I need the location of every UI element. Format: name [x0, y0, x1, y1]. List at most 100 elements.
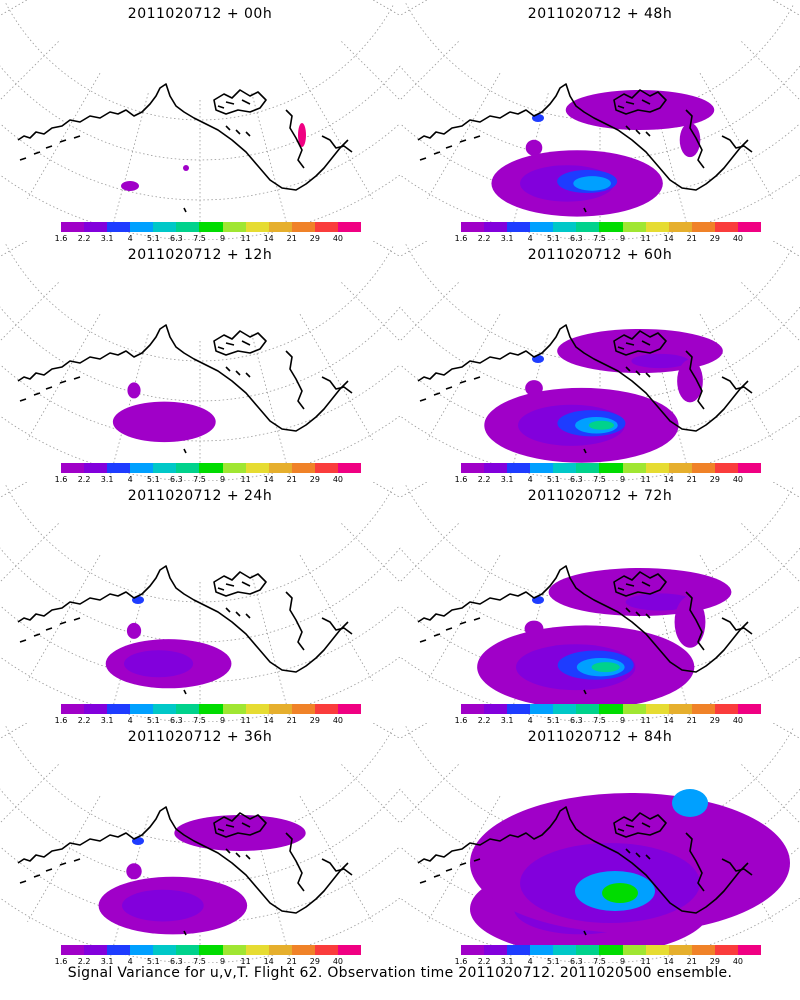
colorbar-swatch [484, 463, 508, 473]
colorbar-label: 3.1 [500, 234, 514, 243]
colorbar-label: 40 [732, 234, 744, 243]
colorbar-label: 11 [240, 475, 251, 484]
colorbar-swatch [461, 945, 485, 955]
colorbar-label: 4 [127, 234, 133, 243]
colorbar-label: 6.3 [570, 716, 583, 725]
variance-region [591, 662, 620, 673]
colorbar-label: 5.1 [546, 234, 560, 243]
colorbar-label: 4 [527, 475, 533, 484]
map [400, 482, 800, 722]
colorbar-swatch [507, 704, 531, 714]
colorbar-swatch [599, 463, 623, 473]
colorbar-swatch [714, 222, 738, 232]
colorbar-swatch [84, 704, 108, 714]
colorbar-swatch [291, 463, 315, 473]
colorbar-label: 1.6 [54, 716, 68, 725]
colorbar-label: 14 [663, 957, 674, 966]
colorbar-swatch [691, 463, 715, 473]
colorbar-label: 11 [240, 957, 251, 966]
colorbar-label: 11 [640, 716, 651, 725]
variance-region [122, 889, 204, 922]
colorbar-swatch [61, 463, 85, 473]
colorbar-swatch [461, 222, 485, 232]
variance-region [525, 139, 543, 156]
colorbar-label: 6.3 [570, 234, 583, 243]
colorbar-label: 5.1 [546, 957, 560, 966]
colorbar-swatch [576, 704, 600, 714]
colorbar-swatch [530, 945, 554, 955]
coastline [417, 806, 753, 936]
colorbar-swatch [645, 945, 669, 955]
colorbar-label: 40 [732, 716, 744, 725]
colorbar-swatch [153, 222, 177, 232]
colorbar-label: 11 [640, 234, 651, 243]
colorbar-swatch [337, 945, 362, 955]
colorbar-label: 4 [527, 234, 533, 243]
colorbar-label: 3.1 [500, 957, 514, 966]
panel-title: 2011020712 + 24h [127, 488, 273, 504]
colorbar [461, 704, 762, 714]
colorbar-swatch [153, 463, 177, 473]
coastline [17, 83, 353, 213]
colorbar-label: 7.5 [593, 234, 606, 243]
colorbar-labels: 1.6 2.2 3.1 4 5.1 6.3 7.5 9 11 14 21 29 40 [455, 475, 761, 487]
colorbar-label: 5.1 [546, 475, 560, 484]
colorbar-label: 21 [686, 234, 697, 243]
colorbar [461, 222, 762, 232]
colorbar-swatch [291, 945, 315, 955]
colorbar-swatch [668, 463, 692, 473]
colorbar [461, 945, 762, 955]
colorbar-swatch [84, 945, 108, 955]
colorbar-label: 6.3 [170, 957, 183, 966]
variance-region [573, 176, 611, 191]
colorbar-label: 9 [619, 234, 626, 243]
colorbar-swatch [314, 945, 338, 955]
colorbar-label: 1.6 [54, 957, 68, 966]
colorbar-swatch [645, 222, 669, 232]
variance-region [631, 353, 689, 369]
forecast-panel: 2011020712 + 48h 1.6 2.2 3.1 4 5.1 6.3 7.5 9 11 14… [400, 0, 800, 243]
colorbar-swatch [737, 945, 762, 955]
colorbar-swatch [507, 945, 531, 955]
colorbar-label: 2.2 [477, 716, 491, 725]
colorbar-swatch [199, 945, 223, 955]
colorbar-swatch [61, 945, 85, 955]
graticule [0, 482, 400, 722]
colorbar-labels: 1.6 2.2 3.1 4 5.1 6.3 7.5 9 11 14 21 29 40 [455, 957, 761, 969]
colorbar-label: 2.2 [77, 716, 91, 725]
colorbar-label: 2.2 [477, 957, 491, 966]
map [0, 241, 400, 481]
colorbar-label: 14 [263, 234, 274, 243]
variance-region [525, 380, 543, 397]
map [400, 0, 800, 240]
colorbar-label: 4 [527, 957, 533, 966]
colorbar-swatch [553, 222, 577, 232]
colorbar-swatch [461, 463, 485, 473]
colorbar-label: 9 [219, 475, 226, 484]
colorbar-swatch [484, 704, 508, 714]
colorbar-swatch [337, 704, 362, 714]
colorbar-swatch [645, 704, 669, 714]
colorbar-label: 11 [640, 957, 651, 966]
colorbar-label: 1.6 [54, 475, 68, 484]
colorbar-label: 3.1 [100, 957, 114, 966]
panel-title: 2011020712 + 36h [127, 729, 273, 745]
panel-title: 2011020712 + 00h [127, 6, 273, 22]
colorbar-label: 1.6 [454, 957, 468, 966]
forecast-panel: 2011020712 + 72h 1.6 2.2 3.1 4 5.1 6.3 7.5 9 11 14… [400, 482, 800, 725]
colorbar-swatch [107, 222, 131, 232]
colorbar-swatch [507, 222, 531, 232]
panel-title: 2011020712 + 48h [527, 6, 673, 22]
colorbar-swatch [691, 704, 715, 714]
figure-caption: Signal Variance for u,v,T. Flight 62. Ob… [67, 965, 733, 981]
map [0, 723, 400, 963]
colorbar-labels: 1.6 2.2 3.1 4 5.1 6.3 7.5 9 11 14 21 29 40 [455, 716, 761, 728]
variance-region [298, 123, 306, 147]
colorbar-labels: 1.6 2.2 3.1 4 5.1 6.3 7.5 9 11 14 21 29 40 [55, 716, 361, 728]
colorbar-label: 5.1 [546, 716, 560, 725]
colorbar-swatch [484, 945, 508, 955]
colorbar-label: 3.1 [500, 716, 514, 725]
colorbar-swatch [337, 463, 362, 473]
colorbar-swatch [107, 463, 131, 473]
colorbar-label: 29 [709, 716, 720, 725]
